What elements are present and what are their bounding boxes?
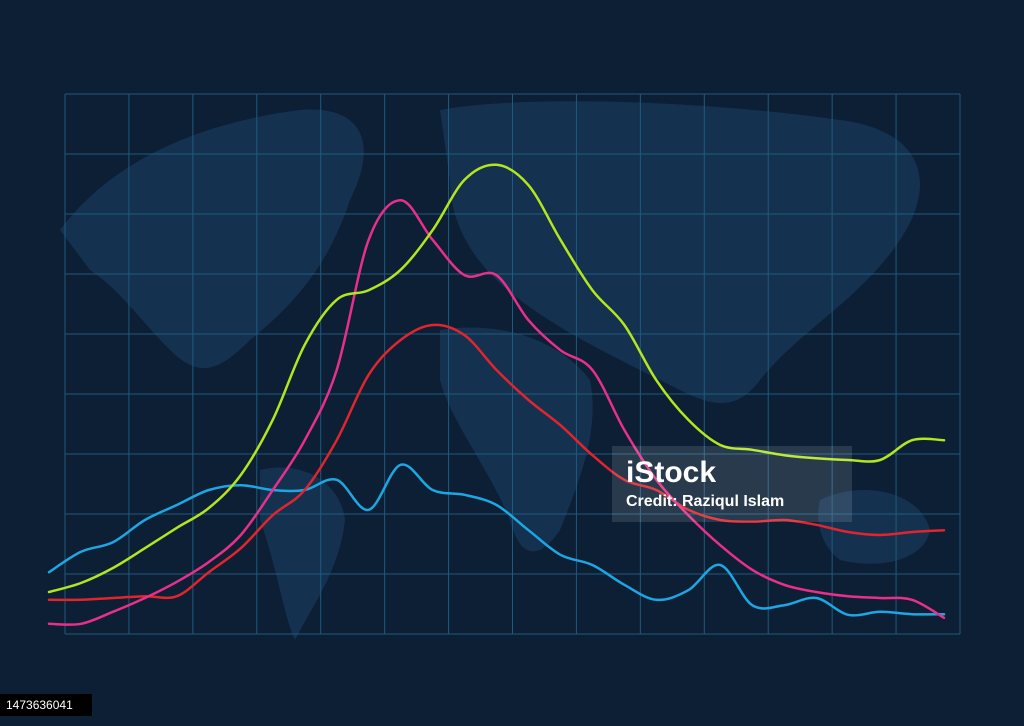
id-box xyxy=(0,694,92,716)
watermark-brand: iStock xyxy=(626,456,716,489)
data-line xyxy=(47,163,946,594)
world-map xyxy=(60,101,930,640)
watermark-credit: Credit: Raziqul Islam xyxy=(626,493,784,510)
watermark: iStock Credit: Raziqul Islam xyxy=(612,446,852,522)
watermark-box xyxy=(612,446,852,522)
lines xyxy=(47,163,946,626)
grid xyxy=(64,93,961,635)
data-line xyxy=(47,198,946,626)
data-line xyxy=(47,463,946,617)
data-line xyxy=(47,323,946,602)
image-id: 1473636041 xyxy=(6,698,73,712)
